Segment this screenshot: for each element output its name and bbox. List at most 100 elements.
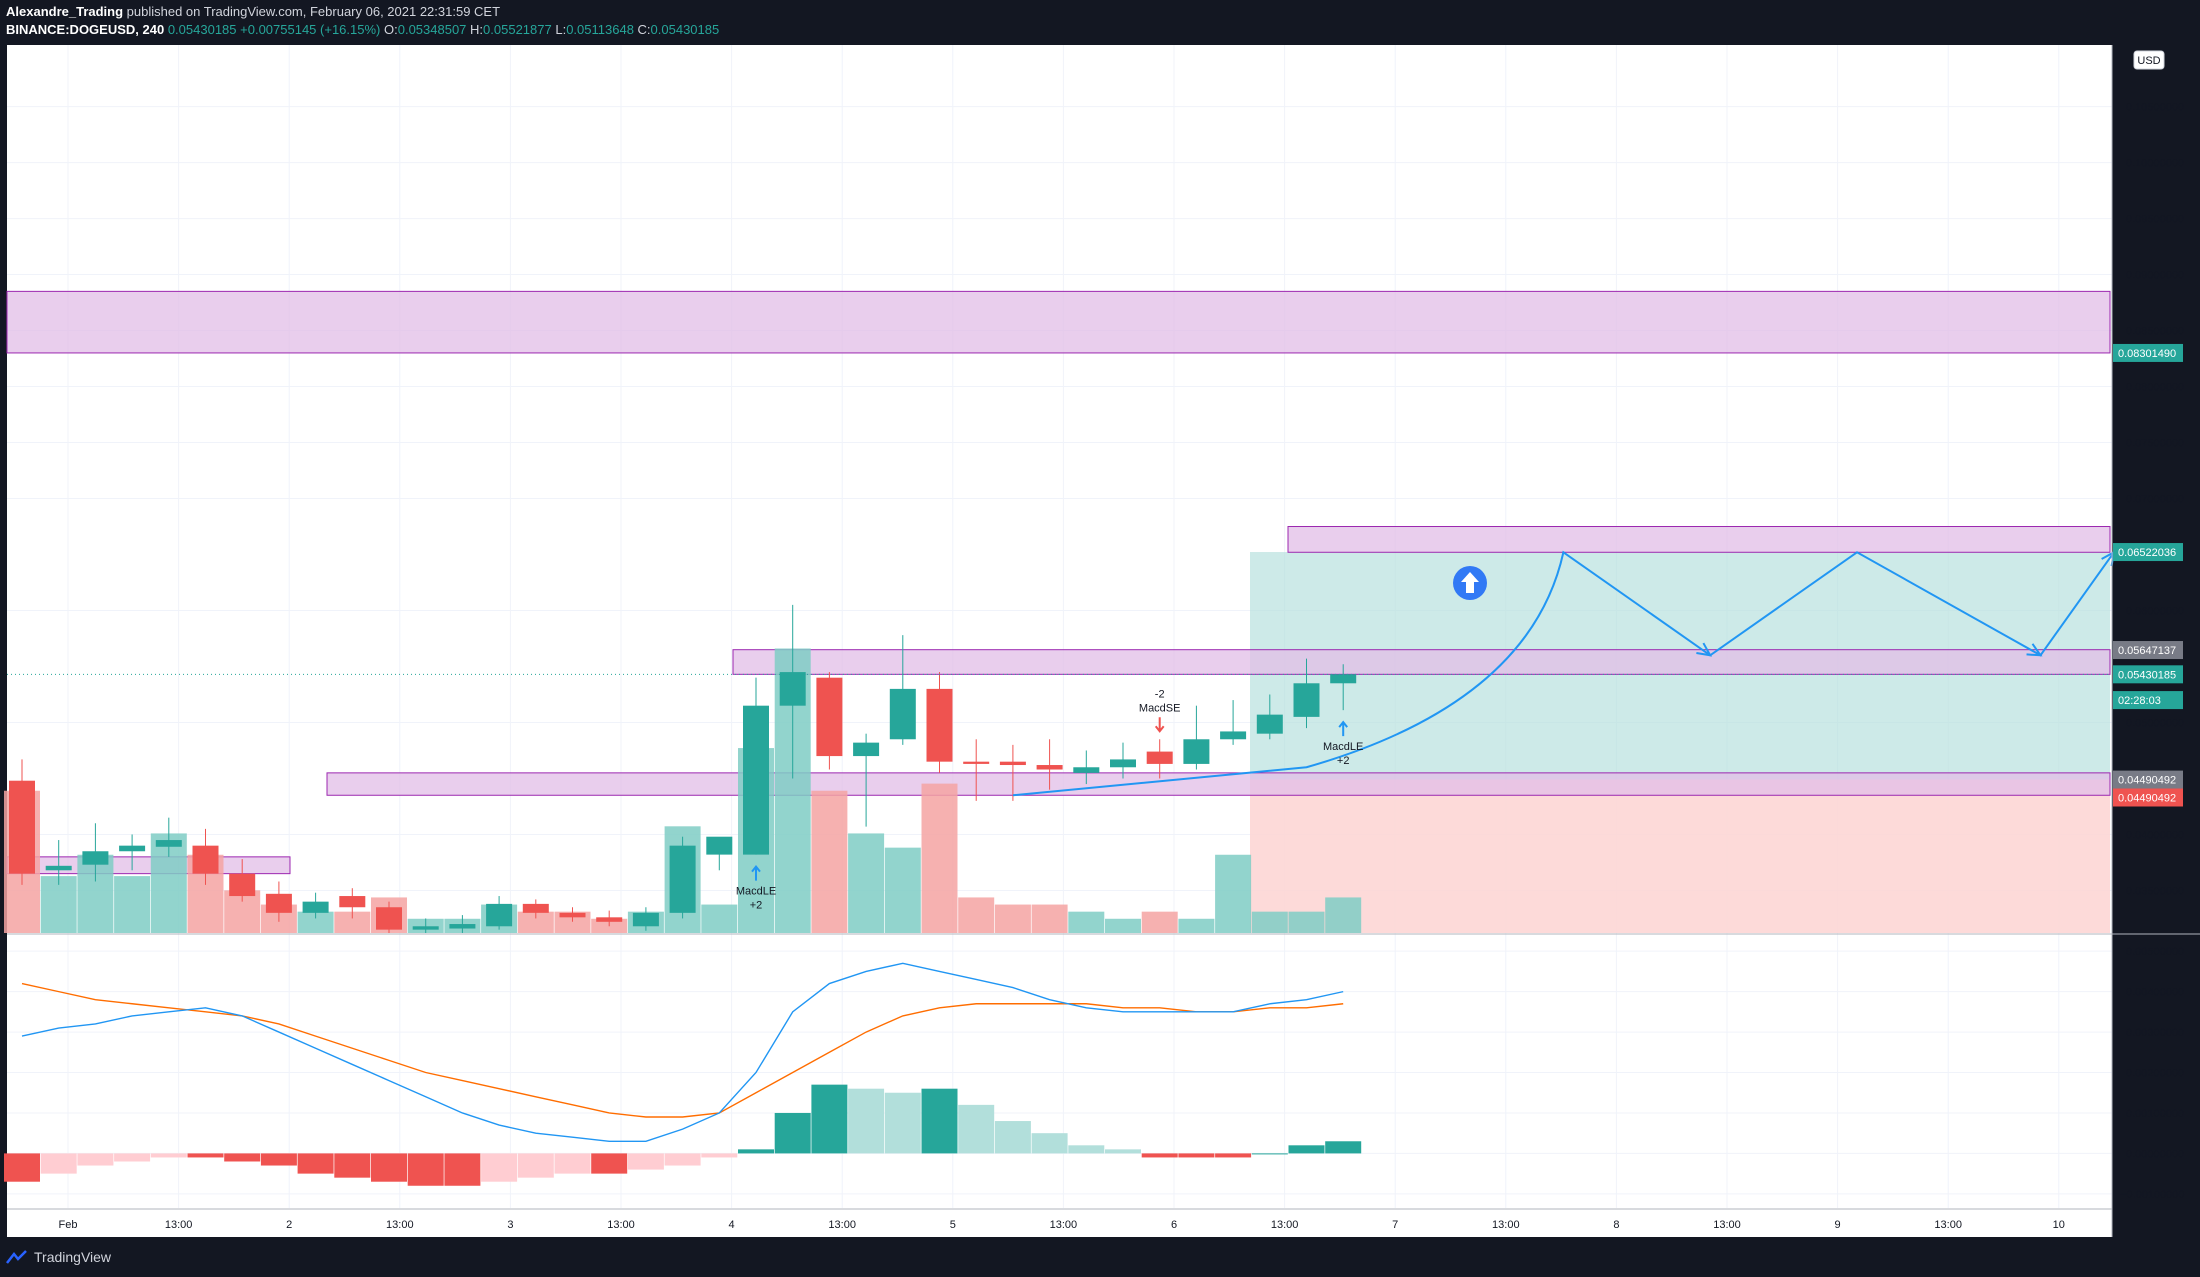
volume-bar [1325,897,1362,933]
chart-canvas[interactable]: MacdLE +2 -2 MacdSE MacdLE +2 0.10500000 0.100… [0,42,2200,1240]
time-axis[interactable]: Feb 13:00 2 13:00 3 13:00 4 13:00 5 13:00 6 13:00 7 1… [59,1219,2065,1231]
macd-histogram-bar [738,1149,774,1154]
macd-histogram-bar [554,1153,591,1174]
macd-histogram-bar [1068,1145,1105,1154]
macd-histogram-bar [444,1153,481,1186]
zones[interactable] [6,290,2111,875]
candle-body [1036,765,1063,770]
price-tick-label: 0.08000000 [2126,382,2184,394]
publisher-name[interactable]: Alexandre_Trading [6,4,124,19]
time-tick-label: 13:00 [1713,1219,1741,1231]
macd-histogram-bar [774,1112,811,1154]
macd-tick-label: 0.00300000 [2126,1027,2184,1039]
projection-path [1012,550,2115,797]
candle-body [1146,751,1173,764]
price-tick-label: 0.10000000 [2126,158,2184,170]
candle-body [82,851,109,865]
volume-bar [1251,911,1288,933]
macd-histogram-bar [1325,1141,1362,1154]
candle-body [963,761,990,764]
macd-histogram-bar [150,1153,187,1158]
candle-body [9,780,35,874]
candle-body [926,688,953,762]
volume-bar [517,911,554,933]
macd-histogram-bar [297,1153,334,1174]
time-tick-label: 10 [2053,1219,2065,1231]
candle-body [1256,714,1283,734]
volume-bar [921,783,958,933]
price-tag-label: 0.06522036 [2118,547,2176,559]
resistance-zone [732,649,2111,675]
volume-bar [334,911,371,933]
macd-histogram-bar [40,1153,77,1174]
strategy-signals: MacdLE +2 -2 MacdSE MacdLE +2 [736,688,1364,911]
time-tick-label: 13:00 [1271,1219,1299,1231]
symbol-name[interactable]: BINANCE:DOGEUSD, 240 [6,22,165,37]
volume-bar [1031,904,1068,933]
price-tag-box [2113,665,2183,684]
candle-body [559,912,586,918]
open-label: O: [384,22,398,37]
time-tick-label: Feb [59,1219,78,1231]
signal-label: MacdLE [736,886,776,898]
volume-bar [1215,854,1252,933]
price-axis[interactable]: 0.10500000 0.10000000 0.09500000 0.09000000… [2126,102,2184,898]
time-tick-label: 13:00 [386,1219,414,1231]
candle-body [339,896,366,908]
macd-histogram-bar [1251,1153,1288,1155]
macd-histogram-bar [591,1153,628,1174]
candle-body [522,903,549,913]
candle-body [999,761,1026,766]
tradingview-logo[interactable]: TradingView [6,1249,111,1265]
price-tag-box [2113,543,2183,562]
macd-histogram-bar [4,1153,40,1182]
volume-bar [1141,911,1178,933]
candle-body [229,873,256,897]
position-stop-area [1250,779,2110,933]
price-tag-label: 0.04490492 [2118,793,2176,805]
candle-body [1220,731,1247,740]
macd-histogram-bar [1178,1153,1215,1158]
candle-body [853,742,880,757]
volume-bar [1105,918,1141,933]
volume-bar [958,897,995,933]
macd-histogram-bar [627,1153,664,1170]
signal-qty: -2 [1155,688,1165,700]
time-tick-label: 13:00 [165,1219,193,1231]
price-tag-box [2113,343,2183,362]
time-tick-label: 9 [1835,1219,1841,1231]
high-value: 0.05521877 [483,22,552,37]
time-tick-label: 5 [950,1219,956,1231]
price-tick-label: 0.07000000 [2126,494,2184,506]
candle-body [669,845,696,913]
candle-body [1110,759,1136,768]
volume-bar [848,833,885,933]
volume-bar [114,876,151,933]
macd-histogram-bar [994,1121,1031,1154]
currency-button[interactable]: USD [2133,50,2165,70]
volume-bar [1288,911,1325,933]
candle-body [743,705,769,855]
arrow-up-icon[interactable] [1453,566,1487,600]
candle-body [45,865,72,871]
candle-body [486,903,513,927]
candle-body [192,845,219,874]
arrow-up-icon-glyph [1461,572,1479,593]
price-tick-label: 0.05000000 [2126,717,2184,729]
price-tick-label: 0.06000000 [2126,605,2184,617]
short-signal-arrow [1154,717,1165,733]
signal-label: MacdLE [1323,741,1363,753]
macd-tick-label: −0.00100000 [2120,1189,2185,1201]
macd-histogram-bar [1031,1133,1068,1154]
macd-tick-label: 0.00400000 [2126,987,2184,999]
price-tick-label: 0.10500000 [2126,102,2184,114]
macd-pane [4,962,1362,1186]
time-tick-label: 13:00 [607,1219,635,1231]
long-signal-arrow [1338,720,1348,737]
macd-histogram-bar [921,1088,958,1154]
currency-label: USD [2137,55,2160,67]
resistance-zone [6,290,2111,354]
projection-arrowhead [1696,642,1713,657]
macd-axis[interactable]: 0.00500000 0.00400000 0.00300000 0.00200000… [2120,946,2185,1201]
candle-body [376,907,402,930]
